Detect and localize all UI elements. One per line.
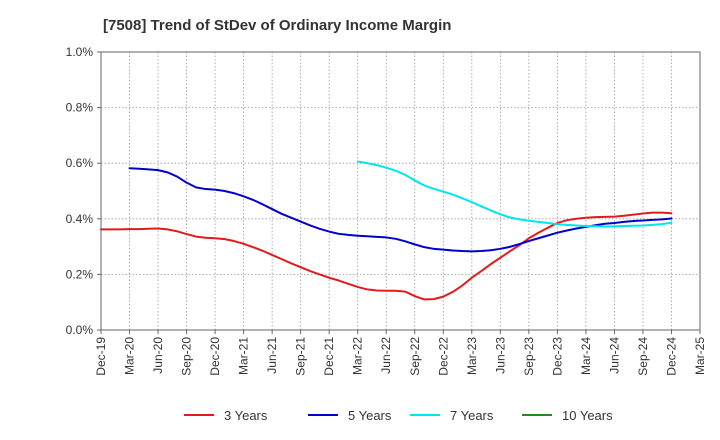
x-tick-label: Jun-20	[151, 337, 165, 374]
legend-label: 7 Years	[450, 408, 494, 423]
series-line-5-years	[128, 167, 673, 253]
x-axis: Dec-19 Mar-20 Jun-20 Sep-20 Dec-20 Mar-21 Jun-…	[94, 330, 707, 376]
x-tick-label: Sep-24	[636, 337, 650, 376]
grid	[100, 51, 701, 331]
series-line-7-years	[356, 160, 673, 228]
y-axis: 0.0% 0.2% 0.4% 0.6% 0.8% 1.0%	[66, 45, 101, 337]
x-tick-label: Mar-25	[693, 337, 707, 375]
y-tick-label: 0.0%	[66, 323, 94, 337]
y-tick-label: 0.6%	[66, 156, 94, 170]
legend-label: 10 Years	[562, 408, 613, 423]
x-tick-label: Mar-20	[123, 337, 137, 375]
x-tick-label: Mar-22	[351, 337, 365, 375]
x-tick-label: Sep-23	[522, 337, 536, 376]
x-tick-label: Dec-23	[550, 337, 564, 376]
x-tick-label: Mar-24	[579, 337, 593, 375]
y-tick-label: 0.2%	[66, 267, 94, 281]
x-tick-label: Sep-21	[294, 337, 308, 376]
series-line-3-years	[100, 211, 673, 301]
x-tick-label: Mar-21	[237, 337, 251, 375]
x-tick-label: Dec-20	[208, 337, 222, 376]
plot-frame	[100, 51, 701, 331]
x-tick-label: Jun-21	[265, 337, 279, 374]
chart-title: [7508] Trend of StDev of Ordinary Income…	[103, 17, 451, 34]
x-tick-label: Sep-22	[408, 337, 422, 376]
y-tick-label: 0.8%	[66, 101, 94, 115]
x-tick-label: Mar-23	[465, 337, 479, 375]
x-tick-label: Dec-24	[664, 337, 678, 376]
x-tick-label: Jun-24	[607, 337, 621, 374]
x-tick-label: Dec-22	[436, 337, 450, 376]
legend: 3 Years 5 Years 7 Years 10 Years	[184, 408, 613, 423]
y-tick-label: 1.0%	[66, 45, 94, 59]
x-tick-label: Sep-20	[180, 337, 194, 376]
y-tick-label: 0.4%	[66, 212, 94, 226]
legend-label: 5 Years	[348, 408, 392, 423]
legend-label: 3 Years	[224, 408, 268, 423]
x-tick-label: Dec-21	[322, 337, 336, 376]
x-tick-label: Jun-22	[379, 337, 393, 374]
x-tick-label: Jun-23	[493, 337, 507, 374]
series-layer	[100, 160, 673, 301]
x-tick-label: Dec-19	[94, 337, 108, 376]
